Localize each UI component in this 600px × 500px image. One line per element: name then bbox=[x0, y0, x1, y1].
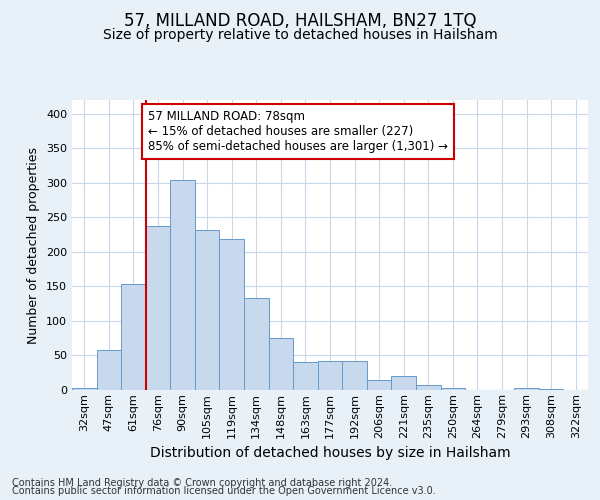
Bar bbox=[391, 376, 416, 390]
Bar bbox=[293, 362, 318, 390]
Bar bbox=[514, 388, 539, 390]
Bar bbox=[72, 388, 97, 390]
Text: 57, MILLAND ROAD, HAILSHAM, BN27 1TQ: 57, MILLAND ROAD, HAILSHAM, BN27 1TQ bbox=[124, 12, 476, 30]
Bar bbox=[342, 361, 367, 390]
Bar bbox=[97, 350, 121, 390]
Text: 57 MILLAND ROAD: 78sqm
← 15% of detached houses are smaller (227)
85% of semi-de: 57 MILLAND ROAD: 78sqm ← 15% of detached… bbox=[148, 110, 448, 154]
Bar bbox=[195, 230, 220, 390]
Bar bbox=[539, 388, 563, 390]
Bar bbox=[440, 388, 465, 390]
X-axis label: Distribution of detached houses by size in Hailsham: Distribution of detached houses by size … bbox=[149, 446, 511, 460]
Text: Contains public sector information licensed under the Open Government Licence v3: Contains public sector information licen… bbox=[12, 486, 436, 496]
Bar bbox=[416, 385, 440, 390]
Text: Contains HM Land Registry data © Crown copyright and database right 2024.: Contains HM Land Registry data © Crown c… bbox=[12, 478, 392, 488]
Y-axis label: Number of detached properties: Number of detached properties bbox=[28, 146, 40, 344]
Bar bbox=[170, 180, 195, 390]
Bar bbox=[121, 284, 146, 390]
Bar bbox=[244, 298, 269, 390]
Bar bbox=[220, 239, 244, 390]
Text: Size of property relative to detached houses in Hailsham: Size of property relative to detached ho… bbox=[103, 28, 497, 42]
Bar bbox=[146, 226, 170, 390]
Bar bbox=[318, 361, 342, 390]
Bar bbox=[269, 338, 293, 390]
Bar bbox=[367, 380, 391, 390]
